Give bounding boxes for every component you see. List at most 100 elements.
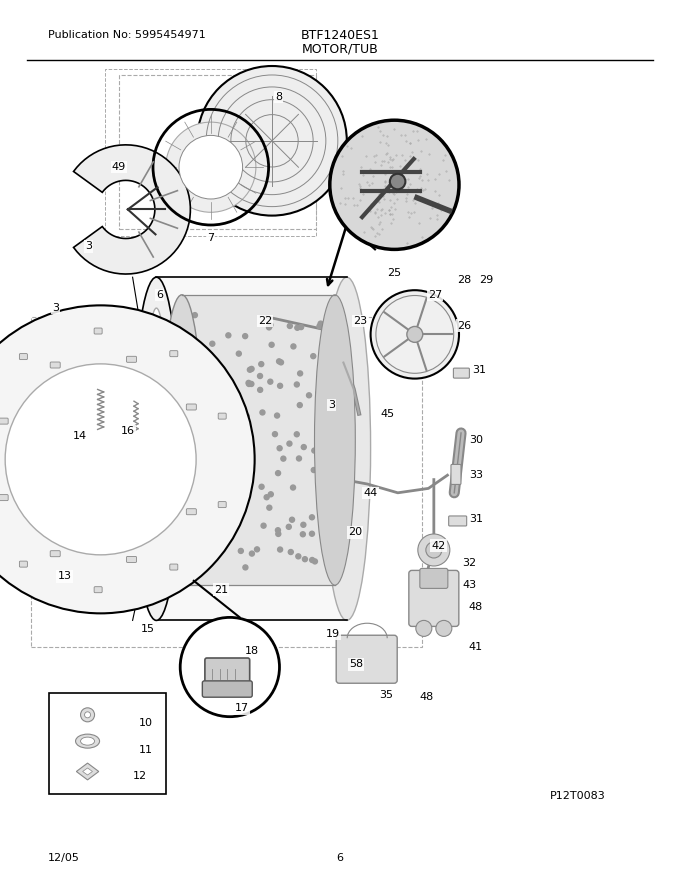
Circle shape bbox=[307, 392, 311, 398]
Text: 14: 14 bbox=[73, 430, 87, 441]
Circle shape bbox=[224, 534, 229, 539]
Text: 16: 16 bbox=[121, 426, 135, 436]
Circle shape bbox=[268, 379, 273, 385]
Circle shape bbox=[269, 492, 273, 497]
Circle shape bbox=[201, 471, 207, 476]
Text: 3: 3 bbox=[328, 400, 335, 410]
Circle shape bbox=[218, 450, 223, 455]
Circle shape bbox=[80, 708, 95, 722]
Circle shape bbox=[318, 495, 324, 500]
Circle shape bbox=[301, 532, 305, 537]
FancyBboxPatch shape bbox=[451, 465, 461, 484]
Circle shape bbox=[268, 322, 273, 327]
Circle shape bbox=[273, 432, 277, 436]
Text: 21: 21 bbox=[214, 584, 228, 595]
FancyBboxPatch shape bbox=[126, 356, 137, 363]
Circle shape bbox=[192, 341, 197, 347]
Circle shape bbox=[226, 333, 231, 338]
Circle shape bbox=[319, 428, 324, 433]
Circle shape bbox=[211, 376, 216, 381]
Circle shape bbox=[238, 548, 243, 554]
Text: 31: 31 bbox=[469, 514, 483, 524]
Circle shape bbox=[309, 515, 314, 520]
Circle shape bbox=[84, 712, 90, 718]
Circle shape bbox=[199, 384, 205, 389]
Circle shape bbox=[330, 121, 459, 249]
Circle shape bbox=[249, 366, 254, 371]
Circle shape bbox=[390, 174, 405, 189]
Polygon shape bbox=[76, 763, 99, 780]
Circle shape bbox=[237, 351, 241, 356]
Circle shape bbox=[215, 440, 220, 445]
Circle shape bbox=[216, 450, 221, 455]
FancyBboxPatch shape bbox=[336, 635, 397, 683]
Circle shape bbox=[258, 373, 262, 378]
Ellipse shape bbox=[323, 277, 371, 620]
Ellipse shape bbox=[80, 737, 95, 745]
Text: 20: 20 bbox=[348, 527, 362, 538]
Text: 26: 26 bbox=[457, 320, 471, 331]
FancyBboxPatch shape bbox=[218, 502, 226, 508]
Circle shape bbox=[246, 381, 252, 386]
Text: 45: 45 bbox=[381, 408, 394, 419]
Bar bbox=[49, 693, 166, 794]
Text: 31: 31 bbox=[473, 364, 486, 375]
Circle shape bbox=[287, 441, 292, 446]
Ellipse shape bbox=[161, 295, 203, 585]
Circle shape bbox=[166, 122, 256, 212]
Polygon shape bbox=[182, 295, 335, 585]
FancyBboxPatch shape bbox=[186, 404, 197, 410]
Circle shape bbox=[259, 484, 264, 489]
Circle shape bbox=[228, 447, 234, 452]
Circle shape bbox=[246, 380, 251, 385]
Circle shape bbox=[301, 522, 306, 527]
Circle shape bbox=[279, 360, 284, 365]
Text: MOTOR/TUB: MOTOR/TUB bbox=[302, 43, 378, 55]
Circle shape bbox=[288, 549, 293, 554]
FancyBboxPatch shape bbox=[0, 495, 8, 501]
Text: 28: 28 bbox=[457, 275, 471, 285]
Circle shape bbox=[407, 326, 423, 342]
Circle shape bbox=[0, 305, 254, 613]
FancyBboxPatch shape bbox=[203, 681, 252, 697]
FancyBboxPatch shape bbox=[454, 368, 469, 378]
Circle shape bbox=[244, 457, 249, 461]
Circle shape bbox=[418, 534, 450, 566]
Ellipse shape bbox=[144, 308, 168, 590]
Circle shape bbox=[205, 480, 210, 486]
Circle shape bbox=[5, 364, 196, 555]
FancyBboxPatch shape bbox=[409, 570, 459, 627]
Text: 12: 12 bbox=[133, 771, 146, 781]
Circle shape bbox=[312, 559, 318, 564]
Text: 7: 7 bbox=[207, 232, 214, 243]
Circle shape bbox=[277, 384, 283, 388]
Circle shape bbox=[188, 473, 193, 478]
Text: 11: 11 bbox=[139, 744, 153, 755]
Text: 25: 25 bbox=[388, 268, 401, 278]
Circle shape bbox=[426, 542, 442, 558]
Bar bbox=[31, 317, 422, 647]
Circle shape bbox=[188, 458, 193, 463]
Text: 32: 32 bbox=[462, 558, 476, 568]
Text: 35: 35 bbox=[379, 690, 393, 700]
Circle shape bbox=[248, 475, 253, 480]
Circle shape bbox=[275, 528, 280, 532]
Circle shape bbox=[238, 512, 243, 517]
Circle shape bbox=[190, 431, 195, 436]
FancyBboxPatch shape bbox=[94, 328, 102, 334]
Circle shape bbox=[190, 495, 195, 501]
Circle shape bbox=[179, 136, 243, 199]
FancyBboxPatch shape bbox=[205, 658, 250, 683]
Polygon shape bbox=[156, 277, 347, 620]
Text: 42: 42 bbox=[432, 540, 445, 551]
Circle shape bbox=[371, 290, 459, 378]
Circle shape bbox=[218, 425, 223, 430]
Circle shape bbox=[237, 444, 242, 448]
Text: 3: 3 bbox=[52, 303, 59, 313]
Circle shape bbox=[197, 66, 347, 216]
FancyBboxPatch shape bbox=[50, 551, 61, 557]
Circle shape bbox=[277, 446, 282, 451]
Circle shape bbox=[231, 488, 236, 494]
Circle shape bbox=[243, 334, 248, 339]
Polygon shape bbox=[73, 145, 190, 274]
